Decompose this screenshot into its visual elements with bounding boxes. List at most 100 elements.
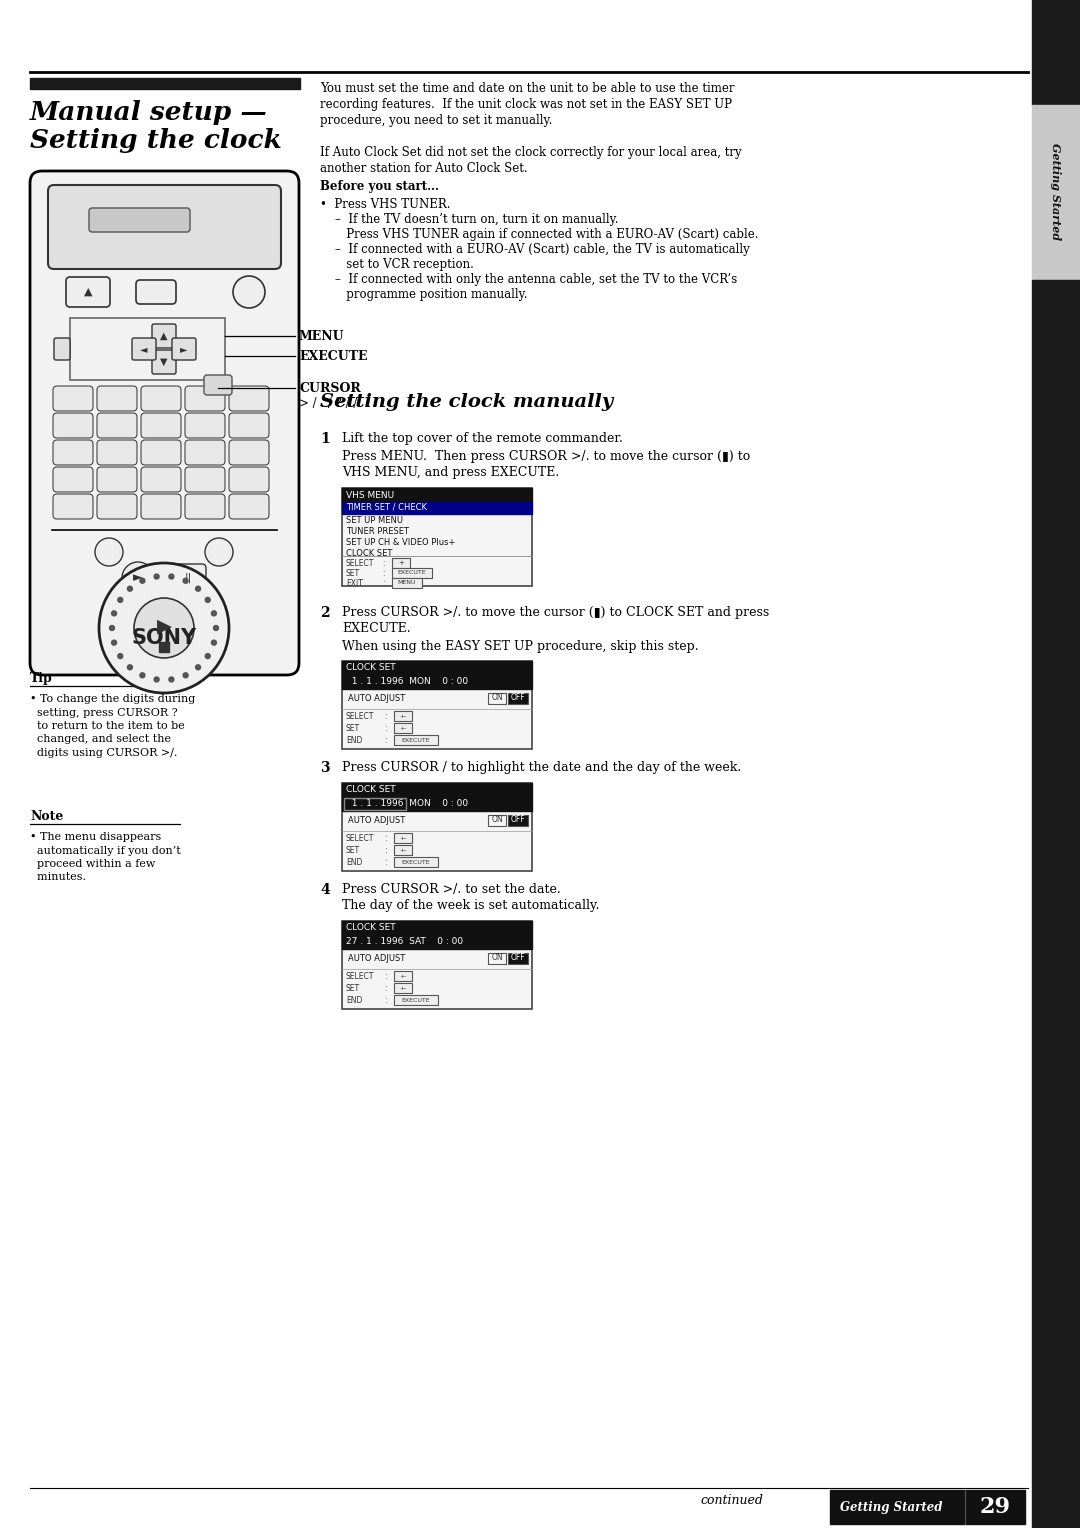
Bar	[394, 833, 411, 843]
Circle shape	[140, 578, 145, 584]
Bar	[345, 798, 406, 810]
Bar	[392, 568, 432, 578]
Text: :: :	[384, 712, 387, 721]
Text: When using the EASY SET UP procedure, skip this step.: When using the EASY SET UP procedure, sk…	[342, 640, 699, 652]
FancyBboxPatch shape	[97, 440, 137, 465]
Circle shape	[233, 277, 265, 309]
Bar	[394, 845, 411, 856]
Text: :: :	[382, 579, 384, 588]
Circle shape	[205, 654, 211, 659]
Text: END: END	[346, 736, 363, 746]
Text: EXECUTE: EXECUTE	[402, 998, 430, 1002]
Bar	[394, 983, 411, 993]
Text: > / . / ? / /: > / . / ? / /	[299, 397, 357, 411]
Bar	[342, 662, 532, 675]
Text: +-: +-	[400, 836, 407, 840]
Bar	[488, 694, 507, 704]
Text: END: END	[346, 996, 363, 1005]
Text: 1 . 1 . 1996  MON    0 : 00: 1 . 1 . 1996 MON 0 : 00	[346, 677, 468, 686]
Bar	[342, 782, 532, 798]
Text: :: :	[384, 984, 387, 993]
Text: EXIT: EXIT	[346, 579, 363, 588]
Circle shape	[127, 665, 133, 669]
Bar	[392, 558, 410, 568]
Bar	[508, 694, 528, 704]
Bar	[392, 578, 422, 588]
Text: digits using CURSOR >/.: digits using CURSOR >/.	[30, 749, 177, 758]
Circle shape	[109, 625, 114, 631]
Bar	[342, 921, 532, 935]
FancyBboxPatch shape	[97, 387, 137, 411]
Text: OFF: OFF	[511, 816, 525, 825]
Text: –  If connected with only the antenna cable, set the TV to the VCR’s: – If connected with only the antenna cab…	[320, 274, 738, 286]
Text: OFF: OFF	[511, 694, 525, 703]
Text: • To change the digits during: • To change the digits during	[30, 694, 195, 704]
Text: Getting Started: Getting Started	[1051, 144, 1062, 240]
FancyBboxPatch shape	[132, 338, 156, 361]
FancyBboxPatch shape	[185, 494, 225, 520]
FancyBboxPatch shape	[152, 324, 176, 348]
FancyBboxPatch shape	[136, 280, 176, 304]
Text: automatically if you don’t: automatically if you don’t	[30, 845, 180, 856]
Text: 27 . 1 . 1996  SAT    0 : 00: 27 . 1 . 1996 SAT 0 : 00	[346, 937, 463, 946]
Circle shape	[154, 677, 159, 681]
FancyBboxPatch shape	[53, 387, 93, 411]
Bar	[342, 935, 532, 949]
Text: EXECUTE: EXECUTE	[402, 859, 430, 865]
Text: CLOCK SET: CLOCK SET	[346, 663, 395, 672]
Circle shape	[184, 578, 188, 584]
Text: setting, press CURSOR ?: setting, press CURSOR ?	[30, 707, 177, 718]
Text: ◄: ◄	[140, 344, 148, 354]
Text: Manual setup —: Manual setup —	[30, 99, 268, 125]
Bar	[159, 642, 168, 652]
Circle shape	[212, 640, 216, 645]
Text: CURSOR: CURSOR	[299, 382, 361, 394]
Text: :: :	[384, 847, 387, 856]
FancyBboxPatch shape	[204, 374, 232, 396]
Text: ||: ||	[185, 573, 191, 584]
Text: SONY: SONY	[132, 628, 197, 648]
Text: ►: ►	[133, 571, 143, 585]
Text: continued: continued	[700, 1493, 762, 1507]
FancyBboxPatch shape	[229, 468, 269, 492]
Text: ▼: ▼	[160, 358, 167, 367]
Text: EXECUTE: EXECUTE	[397, 570, 427, 576]
Text: :: :	[384, 724, 387, 733]
Text: +-: +-	[400, 726, 407, 730]
Bar	[831, 1490, 1025, 1523]
FancyBboxPatch shape	[53, 413, 93, 439]
Circle shape	[95, 538, 123, 565]
Bar	[394, 711, 411, 721]
Text: AUTO ADJUST: AUTO ADJUST	[348, 816, 405, 825]
Text: :: :	[382, 559, 384, 568]
FancyBboxPatch shape	[89, 208, 190, 232]
Bar	[342, 503, 532, 513]
Circle shape	[127, 587, 133, 591]
Text: :: :	[384, 736, 387, 746]
Text: ON: ON	[491, 816, 503, 825]
Circle shape	[205, 597, 211, 602]
FancyBboxPatch shape	[170, 564, 206, 591]
Bar	[394, 970, 411, 981]
Text: 1: 1	[320, 432, 329, 446]
Text: another station for Auto Clock Set.: another station for Auto Clock Set.	[320, 162, 528, 176]
Text: Setting the clock: Setting the clock	[30, 128, 282, 153]
Text: SET: SET	[346, 984, 360, 993]
FancyBboxPatch shape	[141, 413, 181, 439]
Bar	[342, 921, 532, 1008]
Text: ▲: ▲	[84, 287, 92, 296]
FancyBboxPatch shape	[141, 494, 181, 520]
FancyBboxPatch shape	[53, 494, 93, 520]
Text: 2: 2	[320, 607, 329, 620]
Text: CLOCK SET: CLOCK SET	[346, 785, 395, 795]
Bar	[1032, 105, 1080, 280]
Text: Before you start…: Before you start…	[320, 180, 438, 193]
Text: 29: 29	[980, 1496, 1011, 1517]
Text: SELECT: SELECT	[346, 834, 375, 843]
Text: ON: ON	[491, 953, 503, 963]
Text: ►: ►	[180, 344, 188, 354]
Text: Setting the clock manually: Setting the clock manually	[320, 393, 613, 411]
FancyBboxPatch shape	[229, 413, 269, 439]
Bar	[342, 487, 532, 587]
Text: Press CURSOR >/. to move the cursor (▮) to CLOCK SET and press: Press CURSOR >/. to move the cursor (▮) …	[342, 607, 769, 619]
